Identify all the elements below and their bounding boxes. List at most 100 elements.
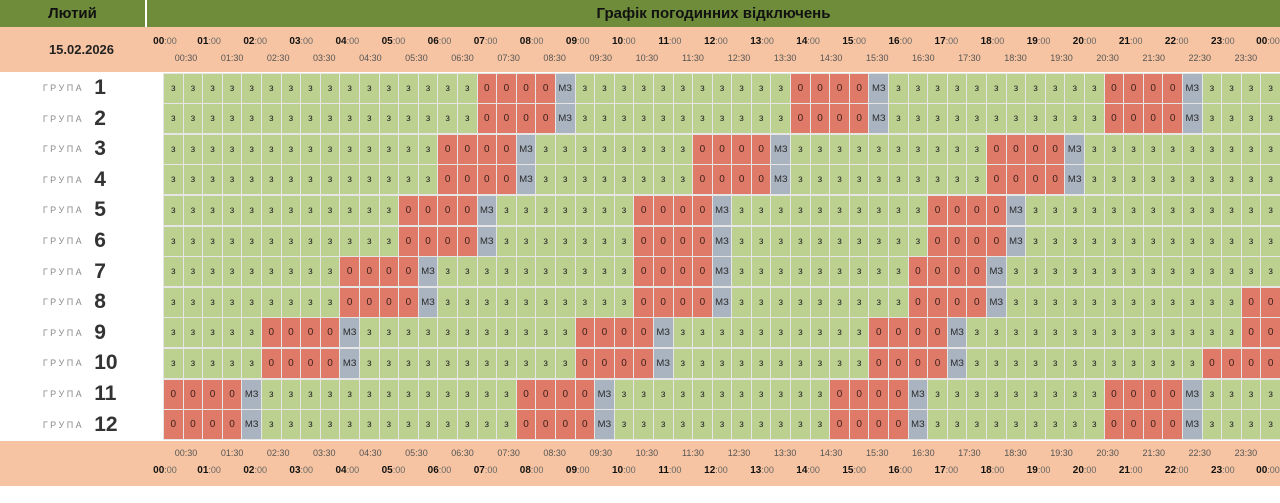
slot-cell-on: з (693, 379, 712, 409)
slot-cell-on: з (751, 104, 771, 134)
slot-cell-on: з (889, 257, 908, 287)
slot-cell-on: з (516, 257, 536, 287)
slot-cell-on: з (203, 257, 222, 287)
hour-tick-mm: :00 (991, 465, 1005, 475)
slot-cell-on: з (301, 165, 320, 195)
slot-cell-off: 0 (399, 226, 418, 256)
slot-cell-on: з (301, 287, 320, 317)
slot-cell-on: з (614, 104, 634, 134)
slot-cell-off: 0 (222, 379, 242, 409)
slot-cell-on: з (751, 318, 771, 348)
slot-cell-on: з (222, 104, 242, 134)
hour-tick-label: 14:00 (796, 465, 820, 476)
slot-cell-on: з (281, 165, 301, 195)
slot-cell-on: з (810, 195, 830, 225)
slot-cell-off: 0 (164, 410, 183, 440)
slot-cell-maybe: МЗ (555, 73, 575, 103)
group-number: 4 (94, 167, 106, 191)
slot-cell-on: з (281, 226, 301, 256)
slot-cell-on: з (242, 226, 261, 256)
half-hour-tick-label: 10:30 (635, 53, 659, 63)
slot-cell-off: 0 (281, 348, 301, 378)
hour-tick-label: 21:00 (1119, 36, 1143, 47)
slot-cell-on: з (359, 104, 379, 134)
slot-cell-on: з (634, 165, 653, 195)
half-hour-tick-label: 08:30 (543, 53, 566, 63)
hour-tick-hh: 01 (197, 465, 209, 476)
slot-cell-on: з (379, 165, 399, 195)
month-header: Лютий (0, 0, 145, 27)
slot-cell-on: з (379, 226, 399, 256)
hour-tick-mm: :00 (346, 36, 360, 46)
slot-cell-on: з (1085, 134, 1104, 164)
slot-cell-on: з (614, 165, 634, 195)
slot-cell-on: з (1124, 287, 1143, 317)
slot-cell-on: з (830, 226, 849, 256)
slot-cell-off: 0 (1104, 104, 1124, 134)
hour-tick-mm: :00 (1267, 36, 1280, 46)
slot-cell-on: з (1065, 410, 1085, 440)
slot-cell-on: з (438, 379, 457, 409)
slot-cell-on: з (653, 73, 673, 103)
slot-cell-off: 0 (810, 104, 830, 134)
slot-cell-on: з (1163, 226, 1182, 256)
slot-cell-off: 0 (987, 134, 1006, 164)
slot-cell-on: з (320, 195, 340, 225)
slot-cell-on: з (222, 195, 242, 225)
slot-cell-off: 0 (477, 134, 497, 164)
slot-cell-on: з (634, 379, 653, 409)
slot-cell-on: з (1261, 410, 1280, 440)
slot-cell-on: з (595, 165, 614, 195)
hour-tick-label: 14:00 (796, 36, 820, 47)
half-hour-tick-label: 00:30 (174, 53, 198, 63)
hour-tick-label: 15:00 (842, 465, 866, 476)
slot-cell-on: з (399, 348, 418, 378)
hour-tick-hh: 16 (888, 36, 900, 47)
hour-tick-hh: 19 (1026, 36, 1038, 47)
slot-cell-off: 0 (457, 134, 477, 164)
half-hour-tick-label: 21:30 (1142, 53, 1165, 63)
hour-tick-hh: 22 (1164, 465, 1177, 476)
slot-cell-maybe: МЗ (947, 348, 967, 378)
slot-cell-maybe: МЗ (712, 195, 732, 225)
slot-cell-on: з (693, 104, 712, 134)
hour-tick-hh: 23 (1211, 36, 1223, 47)
slot-cell-on: з (869, 134, 889, 164)
slot-cell-on: з (399, 104, 418, 134)
slot-cell-on: з (830, 257, 849, 287)
slot-cell-off: 0 (536, 73, 555, 103)
hour-tick-mm: :00 (1083, 36, 1097, 46)
slot-cell-on: з (222, 73, 242, 103)
slot-cell-on: з (222, 348, 242, 378)
hour-tick-hh: 14 (796, 465, 808, 476)
slot-cell-on: з (1222, 410, 1241, 440)
slot-cell-on: з (791, 226, 810, 256)
slot-cell-on: з (164, 73, 183, 103)
slot-cell-on: з (1163, 134, 1182, 164)
half-hour-tick-label: 02:30 (266, 448, 290, 458)
slot-cell-on: з (810, 410, 830, 440)
half-hour-tick-label: 20:30 (1096, 53, 1119, 63)
slot-cell-on: з (1163, 257, 1182, 287)
slot-cell-on: з (1183, 257, 1202, 287)
hour-tick-mm: :00 (1037, 36, 1051, 46)
slot-cell-on: з (183, 348, 203, 378)
group-label: ГРУПА 6 (0, 226, 163, 256)
slot-cell-off: 0 (1026, 165, 1045, 195)
hour-tick-label: 04:00 (335, 36, 359, 47)
slot-cell-on: з (438, 348, 457, 378)
hour-tick-mm: :00 (761, 465, 774, 475)
slot-cell-on: з (771, 195, 791, 225)
hour-tick-hh: 07 (473, 36, 485, 47)
slot-cell-on: з (1124, 257, 1143, 287)
slot-cell-on: з (595, 134, 614, 164)
slot-cell-on: з (497, 379, 516, 409)
slot-cell-off: 0 (457, 195, 477, 225)
slot-cell-on: з (575, 165, 595, 195)
hour-tick-mm: :00 (1129, 36, 1143, 46)
slot-cell-on: з (751, 226, 771, 256)
group-label: ГРУПА 3 (0, 134, 163, 165)
group-word: ГРУПА (42, 297, 85, 308)
slot-cell-on: з (732, 348, 751, 378)
slot-cell-on: з (359, 379, 379, 409)
